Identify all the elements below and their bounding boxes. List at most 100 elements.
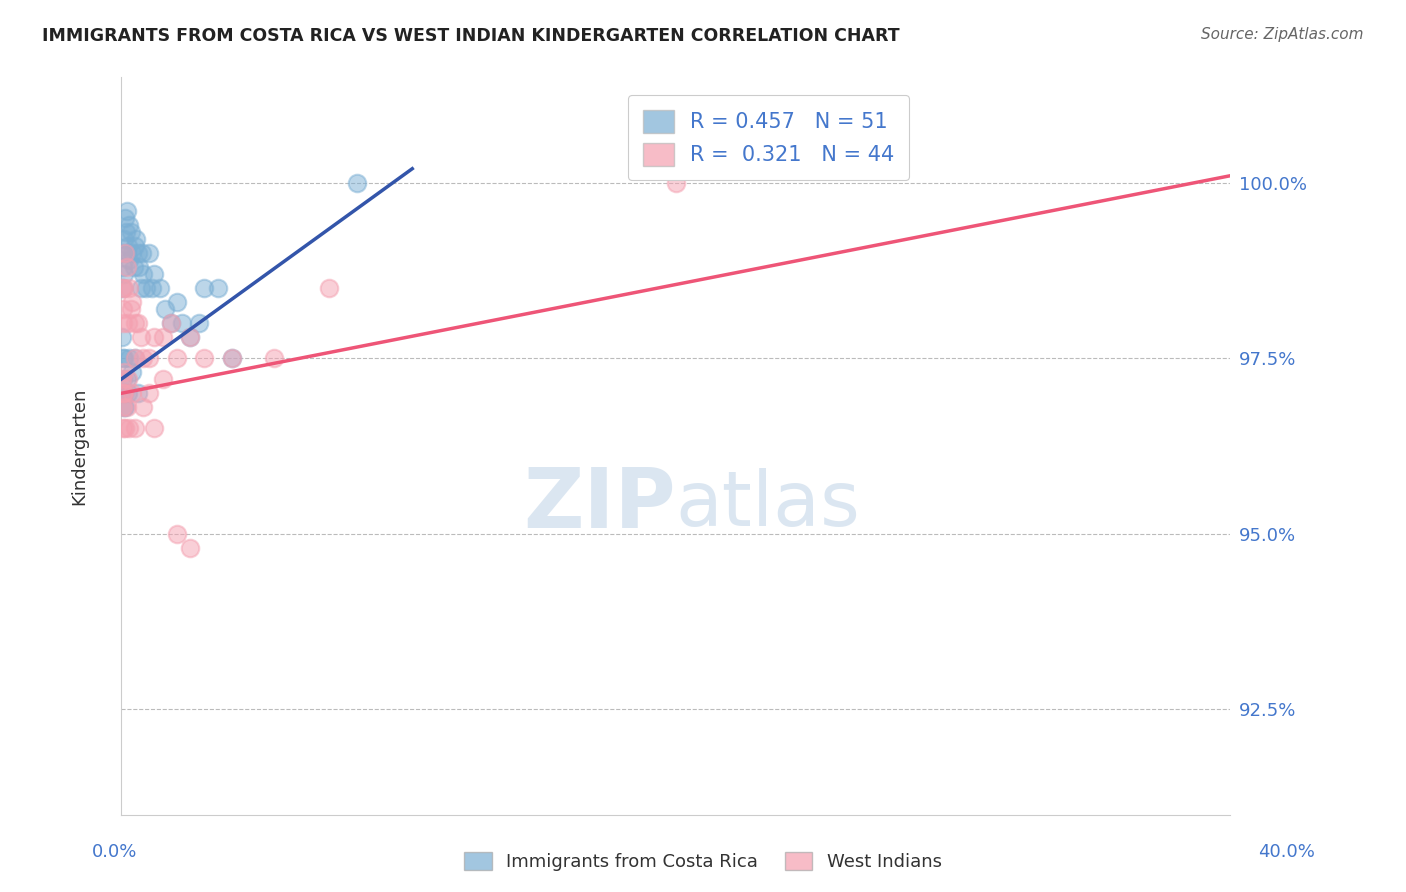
Point	[115, 372, 138, 386]
Point	[143, 330, 166, 344]
Point	[124, 239, 146, 253]
Legend: Immigrants from Costa Rica, West Indians: Immigrants from Costa Rica, West Indians	[457, 845, 949, 879]
Point	[187, 316, 209, 330]
Point	[152, 330, 174, 344]
Point	[155, 302, 177, 317]
Point	[127, 246, 149, 260]
Point	[132, 351, 155, 366]
Point	[121, 246, 143, 260]
Point	[166, 295, 188, 310]
Point	[118, 252, 141, 267]
Point	[125, 232, 148, 246]
Point	[128, 260, 150, 274]
Point	[135, 281, 157, 295]
Point	[149, 281, 172, 295]
Point	[117, 316, 139, 330]
Point	[112, 302, 135, 317]
Point	[346, 176, 368, 190]
Point	[112, 372, 135, 386]
Point	[114, 421, 136, 435]
Point	[221, 351, 243, 366]
Point	[138, 386, 160, 401]
Point	[221, 351, 243, 366]
Point	[120, 225, 142, 239]
Point	[112, 316, 135, 330]
Point	[111, 330, 134, 344]
Point	[160, 316, 183, 330]
Point	[179, 541, 201, 555]
Point	[111, 401, 134, 415]
Point	[132, 401, 155, 415]
Point	[112, 281, 135, 295]
Point	[318, 281, 340, 295]
Point	[117, 239, 139, 253]
Point	[138, 351, 160, 366]
Text: Kindergarten: Kindergarten	[70, 387, 89, 505]
Point	[124, 316, 146, 330]
Legend: R = 0.457   N = 51, R =  0.321   N = 44: R = 0.457 N = 51, R = 0.321 N = 44	[628, 95, 910, 180]
Text: 40.0%: 40.0%	[1258, 843, 1315, 861]
Point	[118, 351, 141, 366]
Point	[118, 421, 141, 435]
Point	[118, 281, 141, 295]
Point	[207, 281, 229, 295]
Point	[115, 401, 138, 415]
Point	[114, 211, 136, 225]
Point	[112, 281, 135, 295]
Point	[115, 260, 138, 274]
Point	[112, 351, 135, 366]
Point	[179, 330, 201, 344]
Point	[193, 351, 215, 366]
Point	[166, 351, 188, 366]
Point	[112, 365, 135, 379]
Text: atlas: atlas	[676, 468, 860, 542]
Point	[112, 267, 135, 281]
Point	[124, 421, 146, 435]
Point	[111, 372, 134, 386]
Point	[124, 351, 146, 366]
Point	[166, 526, 188, 541]
Text: IMMIGRANTS FROM COSTA RICA VS WEST INDIAN KINDERGARTEN CORRELATION CHART: IMMIGRANTS FROM COSTA RICA VS WEST INDIA…	[42, 27, 900, 45]
Point	[127, 316, 149, 330]
Text: ZIP: ZIP	[523, 465, 676, 546]
Point	[118, 218, 141, 232]
Point	[160, 316, 183, 330]
Point	[141, 281, 163, 295]
Point	[121, 365, 143, 379]
Point	[129, 281, 152, 295]
Point	[112, 386, 135, 401]
Point	[117, 372, 139, 386]
Point	[111, 246, 134, 260]
Point	[121, 386, 143, 401]
Point	[120, 302, 142, 317]
Point	[122, 260, 145, 274]
Point	[138, 246, 160, 260]
Point	[115, 246, 138, 260]
Point	[114, 246, 136, 260]
Point	[263, 351, 285, 366]
Point	[121, 295, 143, 310]
Text: 0.0%: 0.0%	[91, 843, 136, 861]
Point	[143, 421, 166, 435]
Point	[179, 330, 201, 344]
Point	[124, 351, 146, 366]
Point	[129, 330, 152, 344]
Point	[117, 386, 139, 401]
Point	[112, 232, 135, 246]
Point	[111, 281, 134, 295]
Point	[114, 401, 136, 415]
Point	[152, 372, 174, 386]
Point	[112, 401, 135, 415]
Point	[115, 203, 138, 218]
Point	[132, 267, 155, 281]
Text: Source: ZipAtlas.com: Source: ZipAtlas.com	[1201, 27, 1364, 42]
Point	[143, 267, 166, 281]
Point	[115, 225, 138, 239]
Point	[172, 316, 194, 330]
Point	[131, 246, 153, 260]
Point	[193, 281, 215, 295]
Point	[112, 386, 135, 401]
Point	[111, 351, 134, 366]
Point	[665, 176, 688, 190]
Point	[112, 421, 135, 435]
